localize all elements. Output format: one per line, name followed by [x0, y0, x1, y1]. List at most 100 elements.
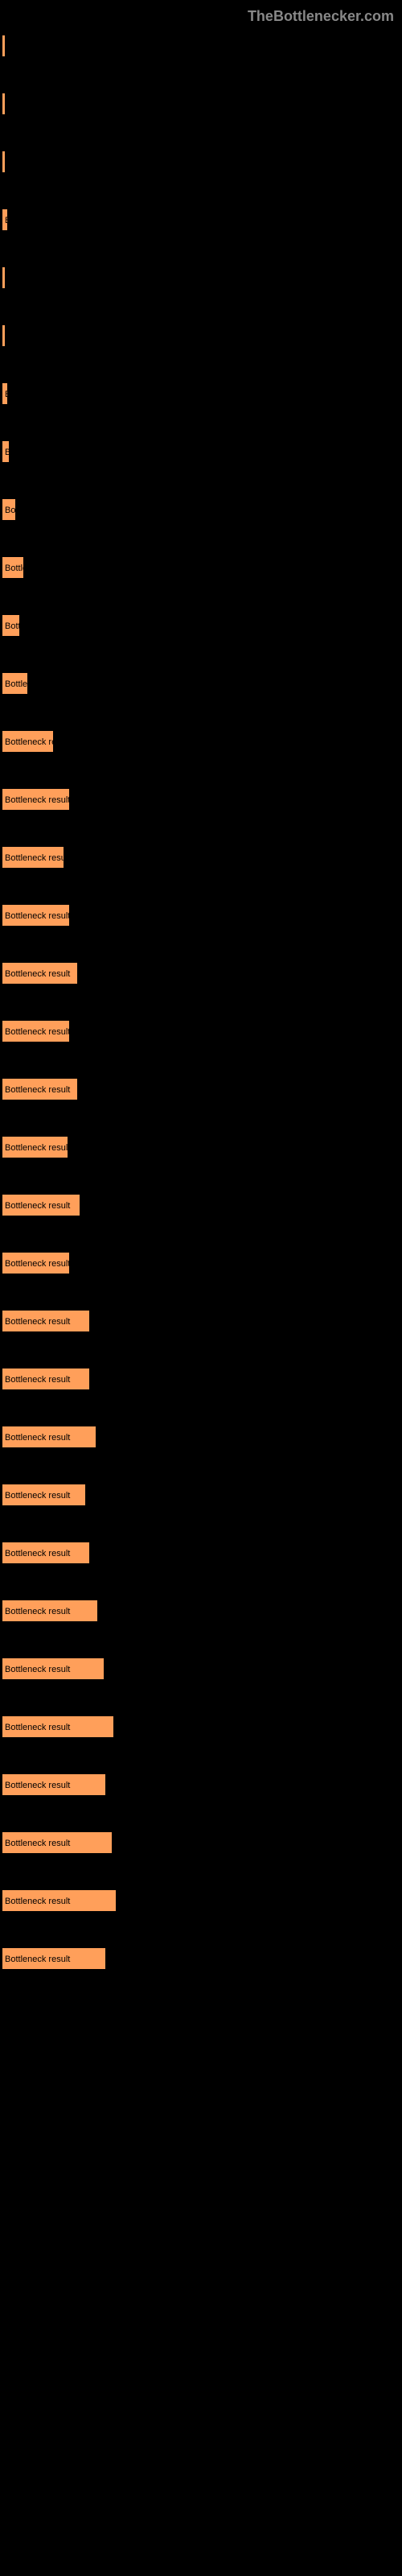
bar: Bottleneck result [2, 1484, 86, 1506]
bar-label-area [2, 373, 402, 382]
bar-row: Bottleneck result [2, 1532, 402, 1564]
bar-row: Bottleneck result [2, 257, 402, 289]
bar-label-area [2, 257, 402, 266]
bar-label-area [2, 1706, 402, 1715]
bar-row: Bottleneck result [2, 1010, 402, 1042]
bar-label-area [2, 778, 402, 788]
bar-label-area [2, 720, 402, 730]
bar-label-area [2, 1242, 402, 1252]
bar-label-area [2, 1068, 402, 1078]
bar-row: Bottleneck result [2, 1358, 402, 1390]
bar-row: Bottleneck result [2, 952, 402, 985]
bar-row: Bottleneck result [2, 836, 402, 869]
bar: Bottleneck result [2, 788, 70, 811]
bar-row: Bottleneck result [2, 25, 402, 57]
bar-label-area [2, 1648, 402, 1657]
bar-row: Bottleneck result [2, 1822, 402, 1854]
bar: Bottleneck result [2, 1426, 96, 1448]
bar-row: Bottleneck result [2, 894, 402, 927]
bar: Bottleneck result [2, 440, 10, 463]
bar-row: Bottleneck result [2, 1764, 402, 1796]
bar: Bottleneck result [2, 93, 6, 115]
bar-row: Bottleneck result [2, 141, 402, 173]
bar-label-area [2, 1126, 402, 1136]
bar-label-area [2, 663, 402, 672]
bar-row: Bottleneck result [2, 663, 402, 695]
bar-row: Bottleneck result [2, 1938, 402, 1970]
bar-label-area [2, 1590, 402, 1600]
bar-row: Bottleneck result [2, 547, 402, 579]
bar-label-area [2, 1416, 402, 1426]
bar: Bottleneck result [2, 35, 6, 57]
bar: Bottleneck result [2, 730, 54, 753]
bar-row: Bottleneck result [2, 1242, 402, 1274]
bar-row: Bottleneck result [2, 431, 402, 463]
bar-label-area [2, 199, 402, 208]
bar-label-area [2, 315, 402, 324]
bar: Bottleneck result [2, 1252, 70, 1274]
bar: Bottleneck result [2, 1078, 78, 1100]
bar-label-area [2, 1474, 402, 1484]
bar: Bottleneck result [2, 1542, 90, 1564]
bar: Bottleneck result [2, 208, 8, 231]
bar: Bottleneck result [2, 498, 16, 521]
bar: Bottleneck result [2, 672, 28, 695]
bar-row: Bottleneck result [2, 489, 402, 521]
bar: Bottleneck result [2, 382, 8, 405]
bar: Bottleneck result [2, 1773, 106, 1796]
bar-label-area [2, 431, 402, 440]
bar-label-area [2, 1010, 402, 1020]
bar-label-area [2, 1764, 402, 1773]
bar-label-area [2, 894, 402, 904]
bar-label-area [2, 1300, 402, 1310]
bar: Bottleneck result [2, 1310, 90, 1332]
bar-row: Bottleneck result [2, 605, 402, 637]
bar: Bottleneck result [2, 1947, 106, 1970]
bar: Bottleneck result [2, 904, 70, 927]
bar: Bottleneck result [2, 1657, 105, 1680]
bar-row: Bottleneck result [2, 83, 402, 115]
site-logo: TheBottlenecker.com [0, 0, 402, 25]
bar-label-area [2, 952, 402, 962]
bar-row: Bottleneck result [2, 1474, 402, 1506]
bar-row: Bottleneck result [2, 1126, 402, 1158]
bar: Bottleneck result [2, 1831, 113, 1854]
bar-row: Bottleneck result [2, 199, 402, 231]
bar-label-area [2, 489, 402, 498]
bar-row: Bottleneck result [2, 1300, 402, 1332]
bar-row: Bottleneck result [2, 720, 402, 753]
bar: Bottleneck result [2, 1194, 80, 1216]
bar: Bottleneck result [2, 1368, 90, 1390]
bar: Bottleneck result [2, 846, 64, 869]
bar-row: Bottleneck result [2, 315, 402, 347]
bar-label-area [2, 1532, 402, 1542]
bar: Bottleneck result [2, 962, 78, 985]
bar-row: Bottleneck result [2, 1590, 402, 1622]
bar: Bottleneck result [2, 1889, 117, 1912]
bar-label-area [2, 25, 402, 35]
bar: Bottleneck result [2, 1136, 68, 1158]
bar-label-area [2, 605, 402, 614]
bar-label-area [2, 1822, 402, 1831]
bar-label-area [2, 1184, 402, 1194]
bar-row: Bottleneck result [2, 778, 402, 811]
bar-label-area [2, 1938, 402, 1947]
bar: Bottleneck result [2, 266, 6, 289]
bar: Bottleneck result [2, 1715, 114, 1738]
bar-chart: Bottleneck result Bottleneck result Bottle… [0, 25, 402, 1970]
bar-row: Bottleneck result [2, 1416, 402, 1448]
bar: Bottleneck result [2, 556, 24, 579]
bar: Bottleneck result [2, 324, 6, 347]
bar: Bottleneck result [2, 151, 6, 173]
bar: Bottleneck result [2, 614, 20, 637]
bar-label-area [2, 83, 402, 93]
bar-label-area [2, 1358, 402, 1368]
bar-label-area [2, 141, 402, 151]
bar-row: Bottleneck result [2, 1068, 402, 1100]
bar-row: Bottleneck result [2, 1648, 402, 1680]
bar-label-area [2, 836, 402, 846]
bar-row: Bottleneck result [2, 373, 402, 405]
bar-row: Bottleneck result [2, 1184, 402, 1216]
bar: Bottleneck result [2, 1020, 70, 1042]
bar-label-area [2, 547, 402, 556]
